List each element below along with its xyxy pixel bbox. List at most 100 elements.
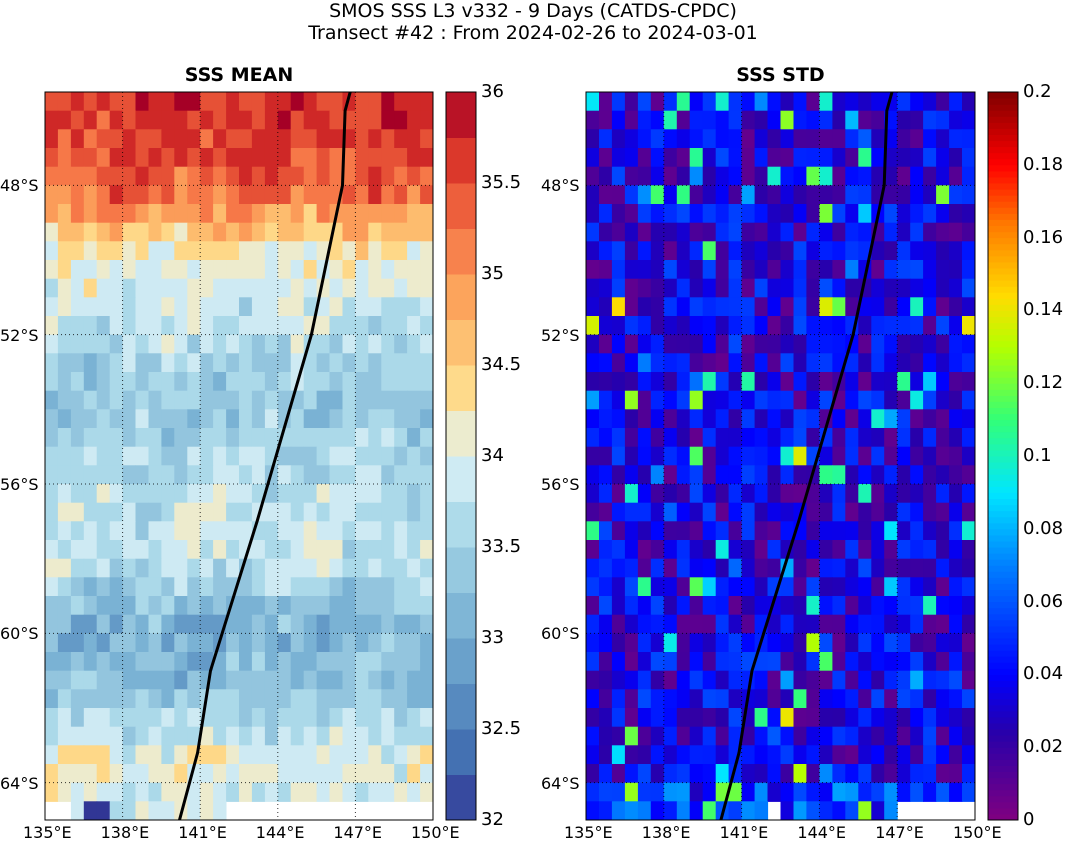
sss-std-cell — [767, 614, 781, 634]
sss-mean-cell — [316, 670, 330, 690]
sss-std-cell — [624, 484, 639, 504]
sss-std-cell — [897, 372, 911, 392]
sss-std-cell — [949, 652, 963, 672]
sss-std-cell — [611, 372, 626, 392]
sss-mean-cell — [277, 764, 292, 784]
sss-std-cell — [910, 316, 924, 336]
sss-std-cell — [611, 614, 626, 634]
sss-mean-cell — [355, 670, 369, 690]
sss-mean-cell — [316, 465, 330, 485]
sss-mean-cell — [96, 689, 111, 709]
sss-std-cell — [936, 540, 950, 560]
sss-std-cell — [715, 278, 730, 298]
sss-std-cell — [650, 166, 665, 186]
sss-std-cell — [806, 390, 820, 410]
sss-std-cell — [923, 334, 937, 354]
sss-mean-cell — [420, 148, 434, 168]
sss-mean-cell — [122, 372, 136, 392]
sss-mean-cell — [264, 316, 279, 336]
sss-std-cell — [806, 502, 820, 522]
sss-std-cell — [650, 502, 665, 522]
sss-mean-cell — [109, 502, 124, 522]
sss-std-cell — [624, 316, 639, 336]
colorbar-swatch — [988, 383, 1018, 390]
sss-mean-cell — [200, 540, 214, 560]
sss-std-cell — [936, 670, 950, 690]
sss-std-cell — [923, 465, 937, 485]
sss-std-cell — [586, 260, 600, 280]
sss-std-cell — [832, 185, 846, 205]
sss-mean-cell — [329, 166, 343, 186]
sss-mean-cell — [70, 260, 85, 280]
sss-std-cell — [754, 297, 769, 317]
sss-std-cell — [819, 204, 833, 224]
sss-std-cell — [884, 502, 898, 522]
sss-mean-cell — [135, 764, 149, 784]
sss-mean-cell — [161, 409, 175, 429]
sss-std-cell — [832, 764, 846, 784]
sss-std-cell — [728, 670, 743, 690]
sss-mean-cell — [290, 148, 305, 168]
sss-mean-cell — [70, 110, 85, 130]
sss-mean-cell — [251, 577, 266, 597]
sss-mean-cell — [109, 148, 124, 168]
sss-std-cell — [806, 708, 820, 728]
sss-mean-cell — [200, 558, 214, 578]
sss-std-cell — [793, 110, 807, 130]
sss-std-cell — [780, 148, 794, 168]
sss-std-cell — [702, 614, 717, 634]
sss-mean-cell — [381, 652, 395, 672]
sss-std-cell — [923, 148, 937, 168]
sss-mean-cell — [355, 166, 369, 186]
sss-std-cell — [689, 185, 704, 205]
sss-mean-cell — [329, 465, 343, 485]
sss-std-cell — [897, 782, 911, 802]
sss-mean-cell — [368, 166, 382, 186]
sss-std-cell — [949, 92, 963, 112]
sss-std-cell — [728, 92, 743, 112]
sss-std-cell — [599, 633, 613, 653]
sss-mean-cell — [342, 334, 356, 354]
colorbar-swatch — [988, 638, 1018, 645]
sss-mean-cell — [45, 428, 59, 448]
sss-std-cell — [871, 353, 885, 373]
sss-std-cell — [637, 540, 652, 560]
sss-std-cell — [819, 801, 833, 821]
sss-std-cell — [637, 708, 652, 728]
sss-mean-cell — [277, 390, 292, 410]
sss-std-cell — [676, 484, 691, 504]
sss-std-cell — [858, 185, 872, 205]
sss-std-cell — [650, 558, 665, 578]
sss-std-cell — [910, 204, 924, 224]
sss-mean-cell — [251, 633, 266, 653]
colorbar-swatch — [988, 401, 1018, 408]
sss-std-cell — [728, 372, 743, 392]
sss-mean-cell — [45, 334, 59, 354]
sss-mean-cell — [174, 614, 188, 634]
sss-mean-cell — [394, 92, 408, 112]
sss-std-cell — [586, 502, 600, 522]
sss-mean-cell — [174, 596, 188, 616]
sss-mean-cell — [342, 745, 356, 765]
sss-std-cell — [832, 670, 846, 690]
sss-std-cell — [663, 185, 678, 205]
sss-mean-cell — [277, 185, 292, 205]
sss-mean-cell — [109, 204, 124, 224]
sss-mean-cell — [161, 446, 175, 466]
colorbar-swatch — [988, 449, 1018, 457]
sss-std-cell — [599, 185, 613, 205]
sss-std-cell — [702, 148, 717, 168]
x-tick-label: 150°E — [411, 823, 460, 842]
sss-mean-cell — [135, 465, 149, 485]
sss-std-cell — [780, 110, 794, 130]
sss-std-cell — [845, 390, 859, 410]
colorbar-swatch — [446, 183, 476, 229]
sss-std-cell — [832, 745, 846, 765]
sss-std-cell — [624, 204, 639, 224]
sss-std-cell — [819, 502, 833, 522]
sss-mean-cell — [135, 745, 149, 765]
sss-std-cell — [715, 148, 730, 168]
sss-mean-cell — [277, 484, 292, 504]
sss-mean-cell — [303, 484, 318, 504]
sss-mean-cell — [135, 353, 149, 373]
